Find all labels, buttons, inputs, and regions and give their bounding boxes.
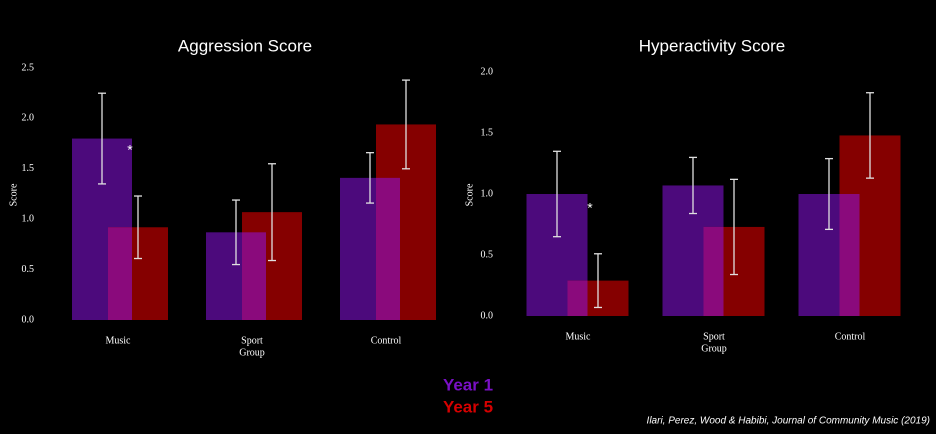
y-tick-label: 2.0 xyxy=(22,113,35,124)
annotation: * xyxy=(127,142,133,158)
y-axis-label: Score xyxy=(464,183,475,206)
legend-entry: Year 5 xyxy=(443,397,493,416)
y-tick-label: 1.0 xyxy=(481,188,494,199)
x-axis-label: Group xyxy=(239,347,265,358)
chart-title: Aggression Score xyxy=(178,36,312,55)
y-tick-label: 0.5 xyxy=(481,249,494,260)
x-tick-label: Sport xyxy=(703,331,725,342)
x-tick-label: Control xyxy=(835,331,866,342)
y-tick-label: 1.5 xyxy=(481,127,494,138)
bar-overlap xyxy=(376,177,400,320)
x-axis-label: Group xyxy=(701,343,727,354)
y-tick-label: 0.5 xyxy=(22,264,35,275)
annotation: * xyxy=(587,199,593,215)
bar-overlap xyxy=(242,232,266,320)
x-tick-label: Sport xyxy=(241,335,263,346)
x-tick-label: Music xyxy=(566,331,592,342)
y-tick-label: 0.0 xyxy=(481,310,494,321)
bar-overlap xyxy=(567,280,588,316)
x-tick-label: Music xyxy=(106,335,132,346)
y-axis-label: Score xyxy=(8,183,19,206)
y-tick-label: 1.0 xyxy=(22,213,35,224)
bar-overlap xyxy=(108,227,132,320)
x-tick-label: Control xyxy=(371,335,402,346)
source: Ilari, Perez, Wood & Habibi, Journal of … xyxy=(647,416,930,427)
y-tick-label: 1.5 xyxy=(22,163,35,174)
chart-title: Hyperactivity Score xyxy=(639,36,785,55)
bar-overlap xyxy=(703,226,724,316)
y-tick-label: 2.0 xyxy=(481,66,494,77)
y-tick-label: 0.0 xyxy=(22,314,35,325)
legend-entry: Year 1 xyxy=(443,375,493,394)
y-tick-label: 2.5 xyxy=(22,62,35,73)
bar-overlap xyxy=(839,194,860,316)
